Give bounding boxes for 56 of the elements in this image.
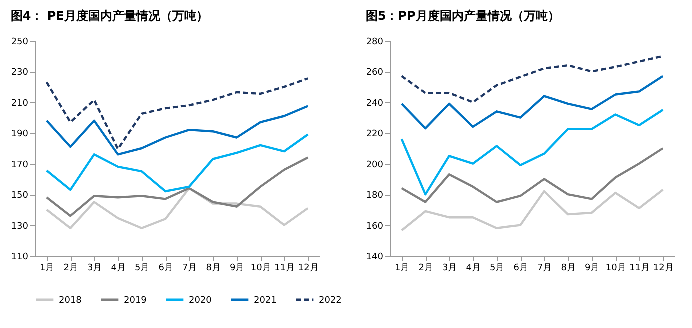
x-tick-label: 10月 bbox=[250, 264, 272, 274]
line-series bbox=[46, 105, 310, 156]
line-series bbox=[400, 75, 664, 130]
line-series bbox=[46, 134, 310, 193]
chart-title: 图4： PE月度国内产量情况（万吨） bbox=[10, 9, 208, 23]
chart-title: 图5：PP月度国内产量情况（万吨） bbox=[366, 9, 560, 23]
line-series bbox=[400, 147, 664, 204]
x-tick-label: 6月 bbox=[158, 264, 174, 274]
x-tick-label: 10月 bbox=[606, 264, 626, 274]
y-tick-label: 180 bbox=[366, 191, 384, 202]
y-tick-label: 130 bbox=[11, 222, 29, 232]
line-series bbox=[46, 187, 310, 230]
x-tick-label: 5月 bbox=[490, 264, 505, 274]
x-tick-label: 6月 bbox=[514, 264, 528, 274]
x-tick-label: 9月 bbox=[230, 264, 245, 274]
y-tick-label: 170 bbox=[11, 160, 29, 170]
y-tick-label: 240 bbox=[366, 98, 384, 109]
y-tick-label: 140 bbox=[366, 252, 384, 262]
y-tick-label: 150 bbox=[11, 191, 29, 202]
y-tick-label: 280 bbox=[366, 38, 384, 48]
line-series bbox=[400, 109, 664, 196]
y-tick-label: 230 bbox=[11, 68, 29, 78]
line-series bbox=[400, 188, 664, 232]
y-tick-label: 220 bbox=[366, 130, 384, 140]
legend-label: 2021 bbox=[254, 296, 277, 306]
x-tick-label: 5月 bbox=[135, 264, 150, 274]
line-series bbox=[46, 78, 310, 150]
x-tick-label: 1月 bbox=[395, 264, 410, 274]
y-tick-label: 110 bbox=[11, 252, 29, 262]
x-tick-label: 2月 bbox=[418, 264, 434, 274]
x-tick-label: 9月 bbox=[585, 264, 600, 274]
x-tick-label: 11月 bbox=[274, 264, 296, 274]
x-tick-label: 3月 bbox=[442, 264, 458, 274]
x-tick-label: 8月 bbox=[206, 264, 221, 274]
x-tick-label: 2月 bbox=[64, 264, 78, 274]
y-tick-label: 250 bbox=[11, 38, 29, 48]
legend-label: 2019 bbox=[124, 296, 148, 306]
x-tick-label: 3月 bbox=[88, 264, 102, 274]
y-tick-label: 210 bbox=[11, 98, 29, 109]
x-tick-label: 7月 bbox=[182, 264, 198, 274]
x-tick-label: 12月 bbox=[653, 264, 674, 274]
x-tick-label: 1月 bbox=[40, 264, 55, 274]
y-tick-label: 160 bbox=[366, 222, 384, 232]
legend-label: 2020 bbox=[189, 296, 212, 306]
x-tick-label: 12月 bbox=[298, 264, 319, 274]
x-tick-label: 7月 bbox=[538, 264, 552, 274]
x-tick-label: 4月 bbox=[111, 264, 126, 274]
x-tick-label: 8月 bbox=[561, 264, 576, 274]
legend-label: 2018 bbox=[59, 296, 82, 306]
x-tick-label: 4月 bbox=[466, 264, 481, 274]
legend-label: 2022 bbox=[319, 296, 342, 306]
x-tick-label: 11月 bbox=[630, 264, 650, 274]
line-series bbox=[46, 156, 310, 218]
y-tick-label: 260 bbox=[366, 68, 384, 78]
y-tick-label: 200 bbox=[366, 160, 384, 170]
y-tick-label: 190 bbox=[11, 130, 29, 140]
